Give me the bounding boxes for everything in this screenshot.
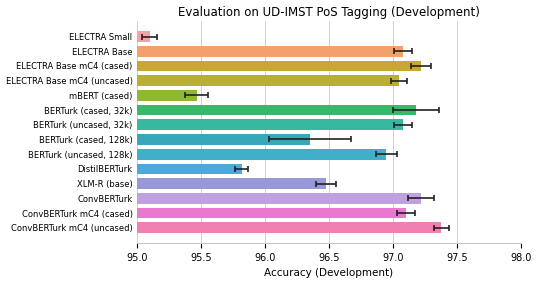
Bar (137, 222, 441, 233)
Bar (137, 193, 421, 204)
Bar (137, 134, 309, 145)
Bar (137, 120, 403, 130)
Bar (137, 208, 405, 218)
Bar (137, 46, 403, 57)
Bar (137, 31, 149, 42)
Bar (137, 75, 399, 86)
Bar (137, 105, 416, 115)
Bar (137, 90, 197, 101)
Bar (137, 149, 386, 160)
X-axis label: Accuracy (Development): Accuracy (Development) (264, 268, 393, 278)
Bar (137, 178, 326, 189)
Bar (137, 164, 242, 174)
Title: Evaluation on UD-IMST PoS Tagging (Development): Evaluation on UD-IMST PoS Tagging (Devel… (178, 6, 480, 18)
Bar (137, 60, 421, 71)
